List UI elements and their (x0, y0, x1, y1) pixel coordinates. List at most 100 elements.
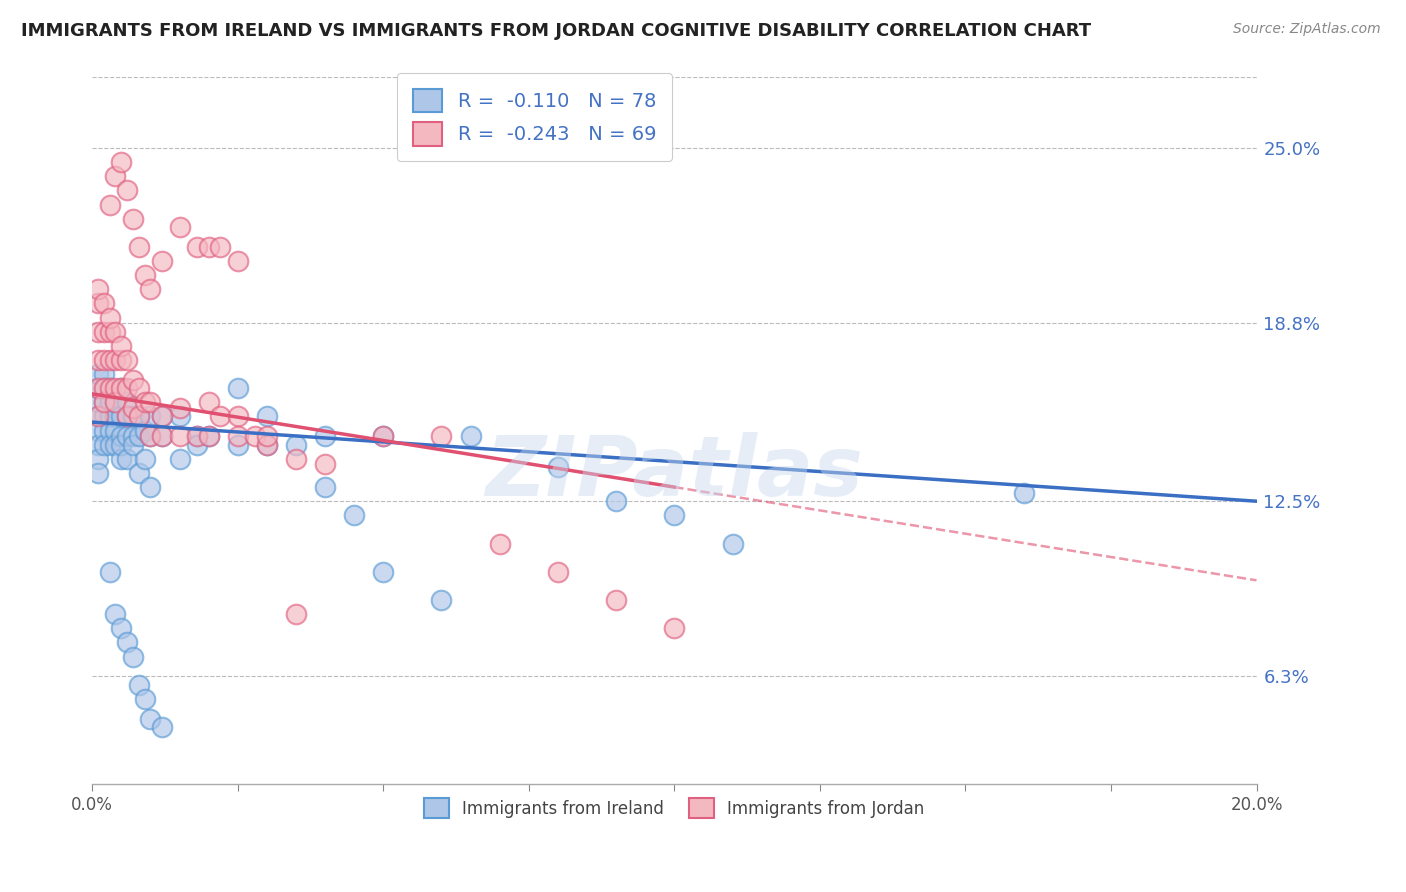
Point (169, 401, 191, 415)
Point (104, 424, 127, 438)
Point (256, 438, 278, 452)
Point (104, 438, 127, 452)
Text: ZIPatlas: ZIPatlas (485, 433, 863, 514)
Point (721, 536, 744, 550)
Point (122, 409, 145, 424)
Point (104, 169, 127, 184)
Point (150, 429, 173, 443)
Point (226, 254, 249, 268)
Point (128, 240, 150, 254)
Point (115, 184, 138, 198)
Point (93, 381, 115, 395)
Point (110, 381, 132, 395)
Point (87, 438, 110, 452)
Point (197, 240, 219, 254)
Point (169, 451, 191, 466)
Point (169, 429, 191, 443)
Point (115, 409, 138, 424)
Point (243, 429, 266, 443)
Point (128, 409, 150, 424)
Text: IMMIGRANTS FROM IRELAND VS IMMIGRANTS FROM JORDAN COGNITIVE DISABILITY CORRELATI: IMMIGRANTS FROM IRELAND VS IMMIGRANTS FR… (21, 22, 1091, 40)
Point (150, 429, 173, 443)
Point (115, 381, 138, 395)
Point (115, 409, 138, 424)
Point (87, 367, 110, 381)
Point (134, 692, 156, 706)
Point (150, 254, 173, 268)
Point (87, 424, 110, 438)
Point (226, 429, 249, 443)
Point (98, 325, 121, 339)
Point (115, 395, 138, 409)
Point (134, 424, 156, 438)
Point (87, 409, 110, 424)
Point (373, 429, 395, 443)
Point (93, 424, 115, 438)
Point (150, 409, 173, 424)
Point (98, 381, 121, 395)
Point (98, 395, 121, 409)
Point (87, 395, 110, 409)
Point (98, 353, 121, 368)
Point (93, 353, 115, 368)
Point (256, 409, 278, 424)
Point (314, 458, 336, 472)
Point (128, 409, 150, 424)
Point (139, 429, 162, 443)
Point (209, 240, 232, 254)
Point (605, 593, 627, 607)
Point (122, 401, 145, 415)
Point (110, 438, 132, 452)
Point (488, 536, 510, 550)
Point (115, 635, 138, 649)
Point (197, 429, 219, 443)
Point (664, 508, 686, 523)
Point (93, 438, 115, 452)
Point (98, 381, 121, 395)
Point (110, 621, 132, 635)
Point (104, 381, 127, 395)
Point (87, 381, 110, 395)
Point (98, 438, 121, 452)
Point (314, 429, 336, 443)
Point (197, 395, 219, 409)
Point (87, 325, 110, 339)
Point (134, 395, 156, 409)
Point (98, 409, 121, 424)
Point (98, 565, 121, 579)
Point (110, 429, 132, 443)
Point (186, 240, 208, 254)
Point (1012, 485, 1035, 500)
Point (93, 395, 115, 409)
Point (110, 353, 132, 368)
Point (343, 508, 366, 523)
Point (169, 220, 191, 235)
Point (87, 409, 110, 424)
Point (104, 409, 127, 424)
Point (122, 373, 145, 387)
Point (139, 282, 162, 296)
Point (122, 649, 145, 664)
Point (284, 607, 307, 622)
Point (209, 409, 232, 424)
Point (110, 451, 132, 466)
Point (186, 429, 208, 443)
Point (122, 211, 145, 226)
Point (110, 381, 132, 395)
Text: Source: ZipAtlas.com: Source: ZipAtlas.com (1233, 22, 1381, 37)
Point (139, 395, 162, 409)
Point (373, 429, 395, 443)
Point (93, 367, 115, 381)
Point (134, 451, 156, 466)
Point (93, 395, 115, 409)
Point (104, 353, 127, 368)
Point (87, 296, 110, 310)
Point (139, 409, 162, 424)
Point (547, 460, 569, 475)
Point (110, 409, 132, 424)
Point (169, 409, 191, 424)
Point (226, 438, 249, 452)
Point (93, 409, 115, 424)
Point (134, 268, 156, 283)
Point (460, 429, 482, 443)
